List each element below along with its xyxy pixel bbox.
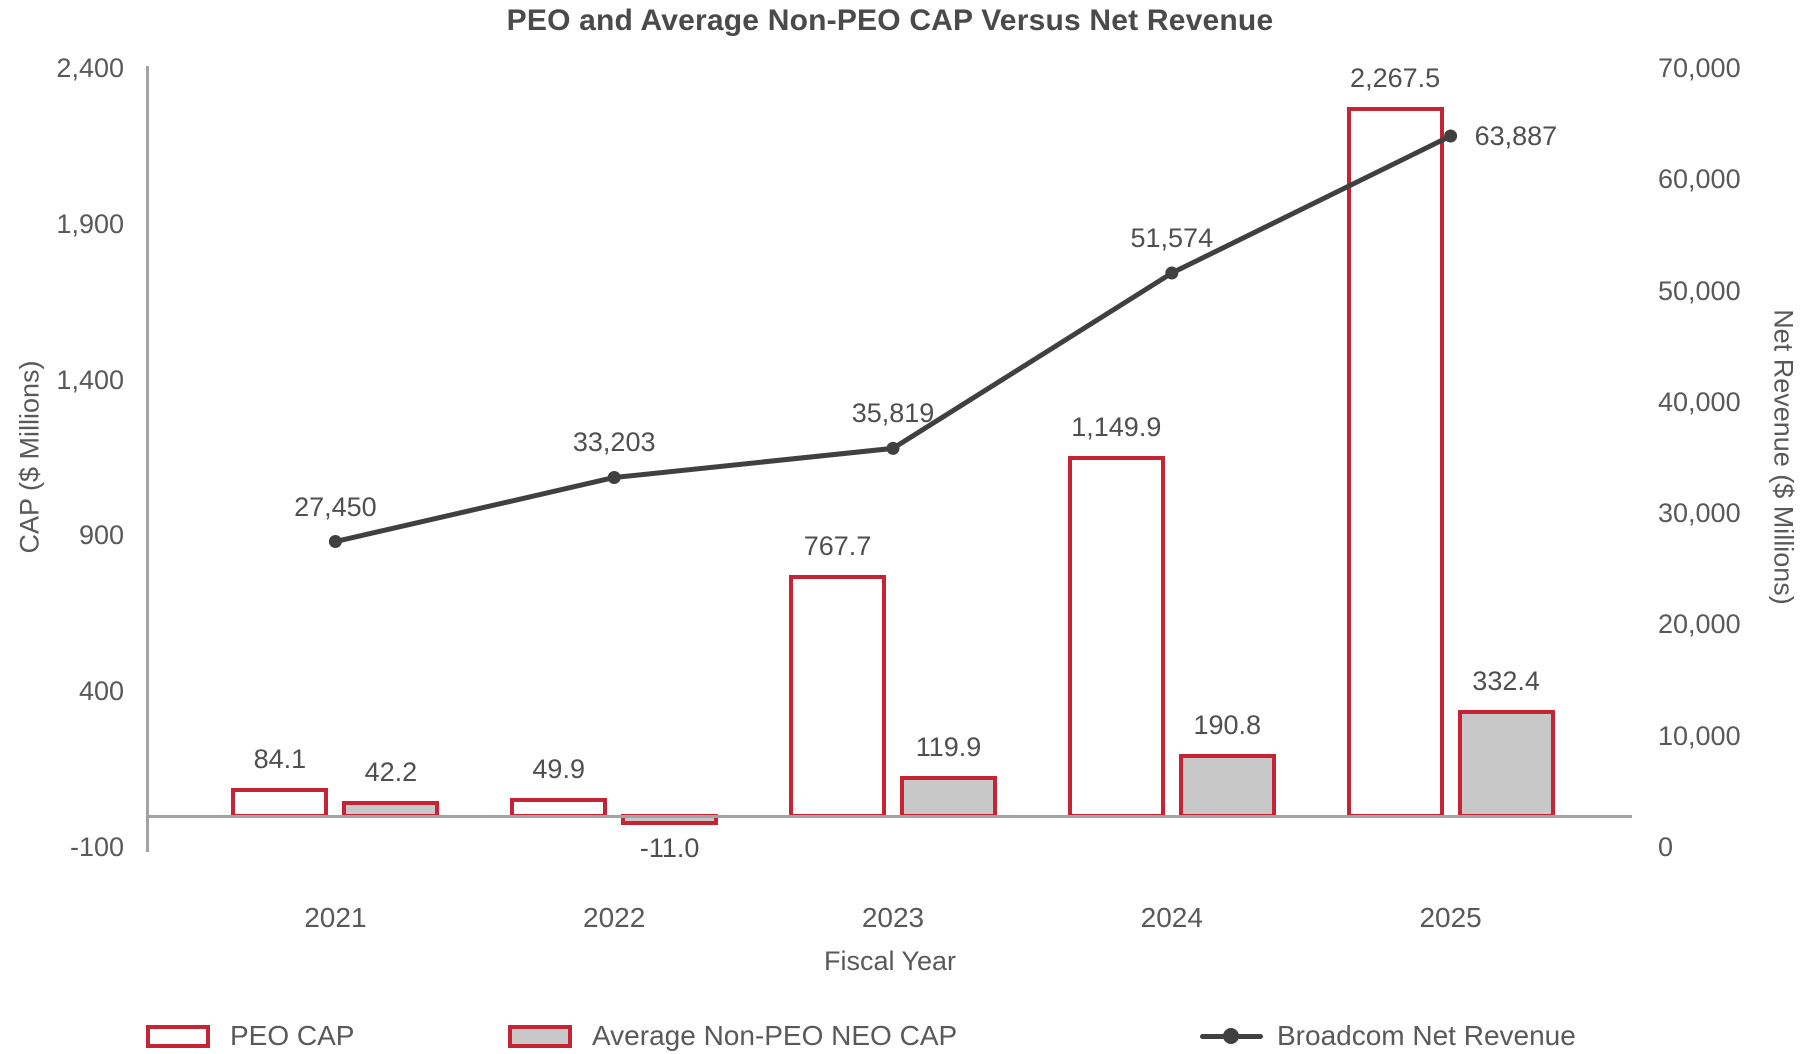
category-label-2021: 2021 (304, 902, 367, 933)
right-tick-label: 70,000 (1658, 53, 1741, 83)
bar-value-label: 1,149.9 (1071, 411, 1162, 442)
legend-label: Average Non-PEO NEO CAP (592, 1020, 958, 1051)
right-tick-label: 30,000 (1658, 498, 1741, 529)
right-tick-label: 40,000 (1658, 386, 1741, 417)
bar-value-label: 2,267.5 (1350, 63, 1441, 94)
chart-title: PEO and Average Non-PEO CAP Versus Net R… (506, 4, 1274, 37)
left-axis-line (146, 66, 149, 852)
legend-swatch-nonpeo-cap (508, 1025, 572, 1048)
bar-value-label: 767.7 (803, 530, 872, 561)
bar-value-label: 84.1 (253, 743, 307, 774)
left-tick-label: 1,400 (56, 364, 124, 395)
category-label-2023: 2023 (861, 902, 925, 933)
net-revenue-line[interactable] (332, 133, 1454, 545)
bar-value-label: 49.9 (532, 754, 585, 785)
line-value-label: 63,887 (1474, 121, 1558, 152)
legend-swatch-peo-cap (146, 1025, 210, 1048)
line-marker-2021[interactable] (328, 535, 342, 549)
bar-value-label: 332.4 (1472, 666, 1540, 697)
right-tick-label: 20,000 (1658, 609, 1741, 640)
left-tick-label: -100 (69, 832, 124, 862)
legend-marker-dot (1223, 1028, 1239, 1044)
bar-value-label: 190.8 (1193, 710, 1262, 741)
line-value-label: 33,203 (572, 427, 656, 458)
bar-value-label: -11.0 (639, 833, 700, 864)
category-label-2022: 2022 (583, 902, 646, 933)
left-tick-label: 1,900 (56, 208, 124, 239)
bar-value-label: 42.2 (364, 756, 418, 787)
right-tick-label: 0 (1658, 832, 1674, 862)
bar-peo-2023[interactable] (789, 574, 886, 818)
category-label-2025: 2025 (1419, 902, 1482, 933)
left-tick-label: 400 (78, 676, 124, 707)
legend-label: Broadcom Net Revenue (1277, 1020, 1576, 1051)
line-marker-2024[interactable] (1165, 266, 1179, 280)
right-tick-label: 60,000 (1658, 164, 1741, 195)
line-value-label: 51,574 (1130, 223, 1214, 254)
right-tick-label: 50,000 (1658, 275, 1741, 306)
bar-peo-2025[interactable] (1346, 107, 1444, 818)
bar-value-label: 119.9 (915, 732, 982, 763)
x-axis-baseline (148, 815, 1632, 818)
left-tick-label: 2,400 (56, 53, 124, 83)
category-label-2024: 2024 (1140, 902, 1203, 933)
right-tick-label: 10,000 (1658, 720, 1741, 751)
legend-label: PEO CAP (230, 1020, 355, 1051)
line-value-label: 27,450 (294, 491, 377, 522)
line-marker-2023[interactable] (886, 441, 900, 455)
bar-nonpeo-2025[interactable] (1457, 710, 1555, 818)
line-value-label: 35,819 (851, 398, 935, 429)
x-axis-title: Fiscal Year (823, 946, 957, 976)
bar-peo-2024[interactable] (1067, 455, 1165, 818)
left-tick-label: 900 (78, 520, 124, 551)
line-marker-2022[interactable] (607, 470, 621, 484)
line-marker-2025[interactable] (1444, 129, 1458, 143)
